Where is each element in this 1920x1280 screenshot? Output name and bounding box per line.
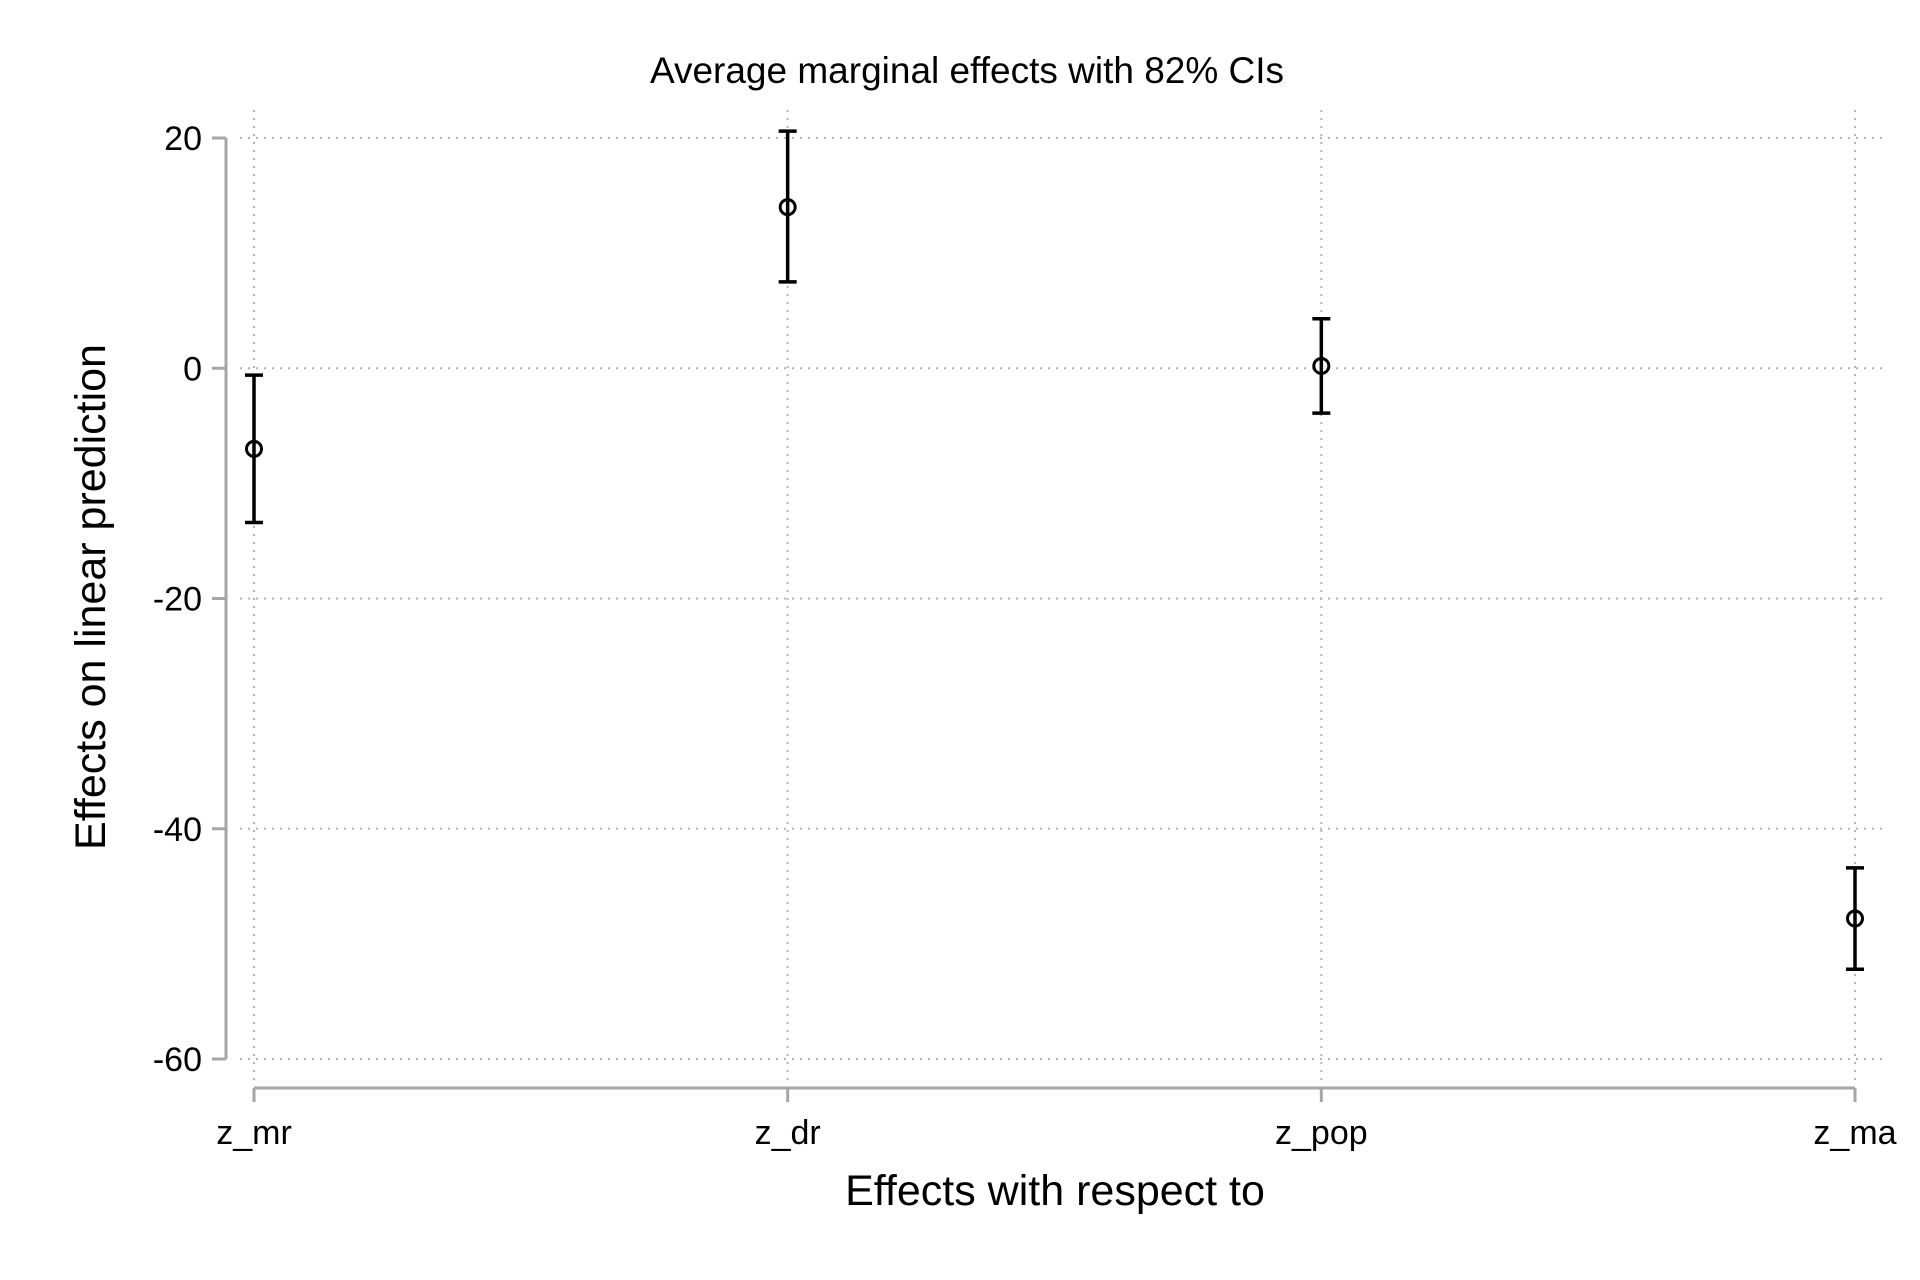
point-estimates	[245, 198, 1864, 928]
y-tick-label: -60	[153, 1041, 202, 1079]
x-tick-label: z_dr	[755, 1114, 821, 1152]
y-tick-label: -40	[153, 811, 202, 849]
x-axis-title: Effects with respect to	[845, 1167, 1265, 1215]
tick-labels: 20 0 -20 -40 -60 z_mr z_dr z_pop z_ma	[153, 120, 1897, 1152]
y-axis-title: Effects on linear prediction	[67, 344, 115, 850]
point-estimate-z_pop	[1312, 356, 1331, 375]
ci-z_dr	[778, 129, 797, 284]
point-estimate-z_mr	[245, 439, 263, 458]
confidence-intervals	[245, 129, 1864, 971]
y-tick-label: -20	[153, 581, 202, 619]
y-tick-label: 0	[183, 350, 202, 388]
x-tick-label: z_ma	[1813, 1114, 1896, 1152]
ci-z_pop	[1312, 316, 1331, 415]
point-estimate-z_dr	[778, 198, 797, 217]
y-tick-label: 20	[164, 120, 202, 158]
x-tick-label: z_pop	[1275, 1114, 1368, 1152]
x-tick-label: z_mr	[216, 1114, 292, 1152]
axes	[212, 136, 1857, 1102]
ci-z_mr	[245, 373, 263, 525]
point-estimate-z_ma	[1846, 909, 1864, 928]
chart-title: Average marginal effects with 82% CIs	[650, 50, 1284, 91]
ci-z_ma	[1846, 866, 1864, 971]
